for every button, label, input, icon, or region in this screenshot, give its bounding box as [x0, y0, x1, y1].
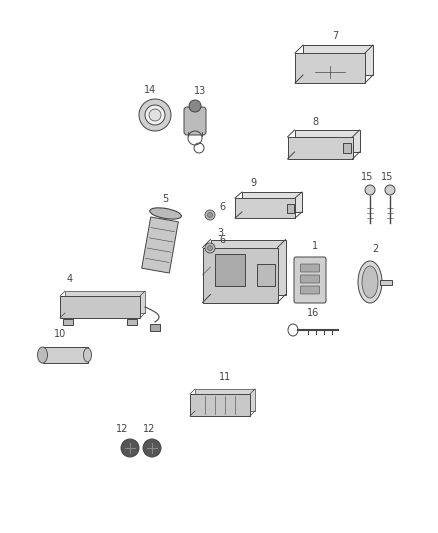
- Text: 10: 10: [54, 329, 66, 339]
- Text: 6: 6: [219, 202, 225, 212]
- Text: 11: 11: [219, 372, 231, 382]
- Text: 12: 12: [143, 424, 155, 434]
- Text: 16: 16: [307, 308, 319, 318]
- Bar: [343, 143, 350, 153]
- Bar: [215, 254, 245, 286]
- Bar: [242, 192, 302, 212]
- Circle shape: [205, 243, 215, 253]
- Text: 13: 13: [194, 86, 206, 96]
- Ellipse shape: [150, 208, 181, 219]
- Bar: [60, 296, 140, 318]
- Circle shape: [121, 439, 139, 457]
- Bar: [294, 130, 360, 152]
- Ellipse shape: [38, 347, 47, 363]
- Ellipse shape: [358, 261, 382, 303]
- Bar: [235, 198, 295, 218]
- Ellipse shape: [84, 348, 92, 362]
- Circle shape: [189, 100, 201, 112]
- Text: 2: 2: [372, 244, 378, 254]
- Circle shape: [145, 105, 165, 125]
- Bar: [202, 247, 278, 303]
- Circle shape: [365, 185, 375, 195]
- Circle shape: [139, 99, 171, 131]
- Circle shape: [385, 185, 395, 195]
- Bar: [295, 53, 365, 83]
- FancyBboxPatch shape: [184, 107, 206, 135]
- FancyBboxPatch shape: [294, 257, 326, 303]
- Bar: [286, 204, 293, 213]
- Polygon shape: [142, 217, 178, 273]
- Text: 3: 3: [217, 228, 223, 238]
- Bar: [63, 319, 73, 325]
- Text: 15: 15: [361, 172, 373, 182]
- FancyBboxPatch shape: [300, 286, 319, 294]
- Text: 12: 12: [116, 424, 128, 434]
- Text: 14: 14: [144, 85, 156, 95]
- Circle shape: [149, 109, 161, 121]
- Text: 8: 8: [312, 117, 318, 127]
- Text: 4: 4: [67, 274, 73, 284]
- FancyBboxPatch shape: [300, 275, 319, 283]
- Text: 15: 15: [381, 172, 393, 182]
- Bar: [127, 319, 137, 325]
- Bar: [190, 394, 250, 416]
- Circle shape: [143, 439, 161, 457]
- Circle shape: [208, 213, 212, 217]
- Bar: [257, 264, 275, 286]
- Circle shape: [205, 210, 215, 220]
- Bar: [195, 389, 255, 411]
- Bar: [65, 291, 145, 313]
- Text: 1: 1: [312, 241, 318, 251]
- Text: 9: 9: [250, 178, 256, 188]
- Bar: [211, 239, 286, 295]
- Text: 7: 7: [332, 31, 338, 41]
- Ellipse shape: [362, 266, 378, 298]
- Circle shape: [208, 246, 212, 251]
- FancyBboxPatch shape: [300, 264, 319, 272]
- Text: 6: 6: [219, 235, 225, 245]
- Bar: [303, 45, 373, 75]
- Text: 5: 5: [162, 194, 168, 204]
- Bar: [150, 324, 160, 330]
- Bar: [287, 137, 353, 159]
- Bar: [42, 347, 88, 363]
- Bar: [380, 279, 392, 285]
